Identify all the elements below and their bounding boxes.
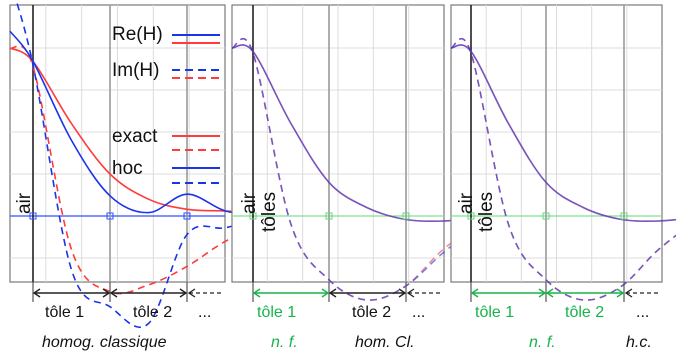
bracket-sheet-1 bbox=[34, 289, 109, 297]
p2-bracket-tole2-label: tôle 2 bbox=[352, 304, 391, 321]
p1-bracket-more-label: ... bbox=[198, 304, 211, 321]
p3-caption-right: h.c. bbox=[626, 334, 652, 351]
p2-caption-left: n. f. bbox=[271, 334, 298, 351]
p3-caption-left: n. f. bbox=[529, 334, 556, 351]
p2-bracket-tole1-label: tôle 1 bbox=[257, 304, 296, 321]
panel2-air-label: air bbox=[239, 192, 260, 214]
bracket-continuation bbox=[408, 289, 441, 297]
p2-caption-right: hom. Cl. bbox=[355, 334, 415, 351]
p2-bracket-more-label: ... bbox=[412, 304, 425, 321]
panel3-air-label: air bbox=[456, 192, 477, 214]
panel-3 bbox=[451, 5, 676, 300]
bracket-continuation bbox=[626, 289, 659, 297]
bracket-continuation bbox=[189, 289, 222, 297]
legend-real-label: Re(H) bbox=[112, 24, 163, 45]
legend-imag-label: Im(H) bbox=[112, 60, 159, 81]
p3-bracket-tole1-label: tôle 1 bbox=[475, 304, 514, 321]
bracket-sheet-2 bbox=[111, 289, 186, 297]
legend-exact-label: exact bbox=[112, 126, 158, 147]
bracket-sheet-1 bbox=[472, 289, 545, 297]
bracket-sheet-1 bbox=[254, 289, 328, 297]
p1-caption: homog. classique bbox=[42, 334, 167, 351]
panel2-toles-label: tôles bbox=[259, 192, 280, 232]
p3-bracket-tole2-label: tôle 2 bbox=[565, 304, 604, 321]
panel1-air-label: air bbox=[14, 192, 35, 214]
p1-bracket-tole2-label: tôle 2 bbox=[133, 304, 172, 321]
panel3-toles-label: tôles bbox=[476, 192, 497, 232]
p3-bracket-more-label: ... bbox=[636, 304, 649, 321]
legend-hoc-label: hoc bbox=[112, 158, 143, 179]
p1-bracket-tole1-label: tôle 1 bbox=[45, 304, 84, 321]
